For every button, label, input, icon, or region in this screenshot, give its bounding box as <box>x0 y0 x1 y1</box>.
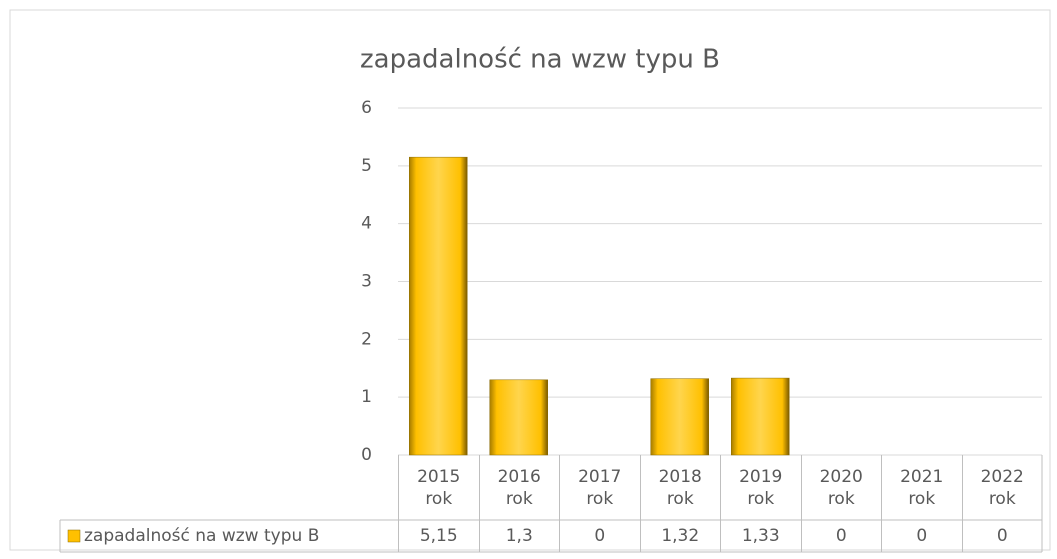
legend-key <box>67 529 81 543</box>
chart-border <box>9 9 1051 551</box>
bar <box>409 156 468 456</box>
data-table-value: 0 <box>800 520 882 552</box>
bar <box>650 378 709 456</box>
y-tick-label: 5 <box>361 156 372 176</box>
y-tick-label: 6 <box>361 98 372 118</box>
data-table-value: 1,3 <box>478 520 560 552</box>
data-table-value: 1,33 <box>720 520 801 552</box>
data-table-value: 0 <box>881 520 962 552</box>
bar <box>731 377 790 456</box>
chart-title: zapadalność na wzw typu B <box>360 45 720 75</box>
x-tick-label: 2020 rok <box>800 455 882 520</box>
data-table-value: 1,32 <box>639 520 721 552</box>
y-tick-label: 4 <box>361 214 372 234</box>
y-tick-label: 3 <box>361 272 372 292</box>
data-table-value: 5,15 <box>398 520 479 552</box>
data-table-value: 0 <box>559 520 640 552</box>
legend-label: zapadalność na wzw typu B <box>84 526 320 546</box>
x-tick-label: 2019 rok <box>720 455 801 520</box>
x-tick-label: 2021 rok <box>881 455 962 520</box>
x-tick-label: 2017 rok <box>559 455 640 520</box>
x-tick-label: 2022 rok <box>961 455 1043 520</box>
x-tick-label: 2015 rok <box>398 455 479 520</box>
y-tick-label: 1 <box>361 387 372 407</box>
data-table-value: 0 <box>961 520 1043 552</box>
x-tick-label: 2016 rok <box>478 455 560 520</box>
y-tick-label: 0 <box>361 445 372 465</box>
bar <box>489 379 548 456</box>
y-tick-label: 2 <box>361 329 372 349</box>
x-tick-label: 2018 rok <box>639 455 721 520</box>
